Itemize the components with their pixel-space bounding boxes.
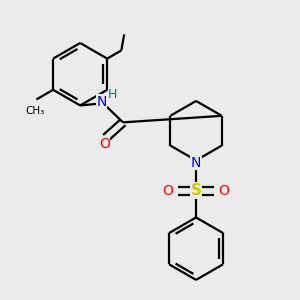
Text: H: H xyxy=(108,88,118,101)
Text: N: N xyxy=(191,156,201,170)
Text: CH₃: CH₃ xyxy=(25,106,44,116)
Text: O: O xyxy=(163,184,174,198)
Text: O: O xyxy=(219,184,230,198)
Text: N: N xyxy=(96,94,107,109)
Text: S: S xyxy=(190,183,202,198)
Text: O: O xyxy=(99,137,110,152)
